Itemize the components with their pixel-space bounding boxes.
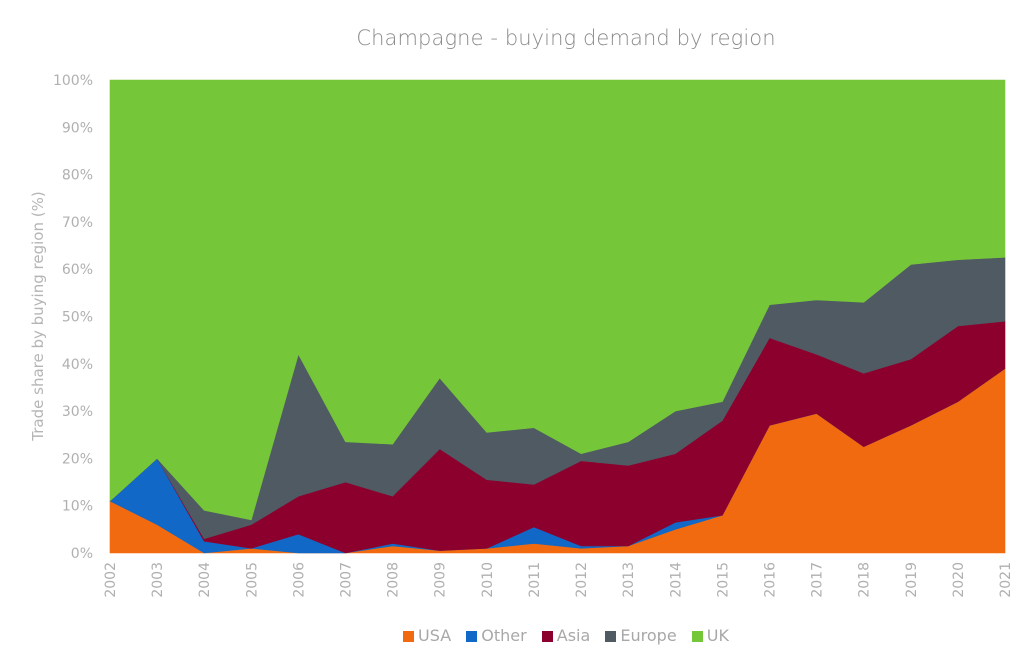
x-tick-label: 2019	[904, 562, 920, 598]
y-tick-label: 70%	[62, 215, 93, 231]
legend-swatch-asia	[541, 631, 553, 642]
legend-item-usa[interactable]: USA	[403, 626, 451, 645]
y-tick-label: 100%	[53, 73, 93, 89]
legend-item-uk[interactable]: UK	[691, 626, 729, 645]
x-tick-label: 2009	[433, 562, 449, 598]
chart-title: Champagne - buying demand by region	[356, 26, 776, 50]
legend-item-asia[interactable]: Asia	[541, 626, 591, 645]
x-tick-label: 2007	[339, 562, 355, 598]
legend-swatch-europe	[605, 631, 617, 642]
y-axis-ticks: 0% 10% 20% 30% 40% 50% 60% 70% 80% 90% 100%	[53, 73, 93, 562]
x-tick-label: 2008	[386, 562, 402, 598]
y-tick-label: 30%	[62, 404, 93, 420]
legend-label: UK	[706, 626, 729, 645]
x-tick-label: 2006	[291, 562, 307, 598]
x-tick-label: 2004	[197, 562, 213, 598]
x-tick-label: 2014	[668, 562, 684, 598]
y-tick-label: 60%	[62, 262, 93, 278]
legend: USA Other Asia Europe UK	[0, 626, 1024, 645]
x-tick-label: 2018	[857, 562, 873, 598]
x-tick-label: 2002	[103, 562, 119, 598]
plot-area	[109, 79, 1006, 554]
x-tick-label: 2005	[244, 562, 260, 598]
legend-label: USA	[418, 626, 452, 645]
x-tick-label: 2021	[998, 562, 1014, 598]
legend-item-other[interactable]: Other	[466, 626, 527, 645]
x-tick-label: 2011	[527, 562, 543, 598]
x-tick-label: 2015	[715, 562, 731, 598]
legend-label: Europe	[620, 626, 677, 645]
x-tick-label: 2017	[810, 562, 826, 598]
x-tick-label: 2003	[150, 562, 166, 598]
y-tick-label: 10%	[62, 499, 93, 515]
y-tick-label: 0%	[71, 546, 93, 562]
x-axis-ticks: 2002 2003 2004 2005 2006 2007 2008 2009 2010 2011…	[103, 562, 1014, 598]
legend-swatch-uk	[691, 631, 703, 642]
x-tick-label: 2020	[951, 562, 967, 598]
y-tick-label: 90%	[62, 120, 93, 136]
x-tick-label: 2016	[762, 562, 778, 598]
x-tick-label: 2010	[480, 562, 496, 598]
legend-label: Other	[481, 626, 527, 645]
y-tick-label: 20%	[62, 451, 93, 467]
area-series-uk	[109, 79, 1006, 521]
legend-label: Asia	[556, 626, 591, 645]
y-tick-label: 50%	[62, 310, 93, 326]
x-tick-label: 2012	[574, 562, 590, 598]
legend-item-europe[interactable]: Europe	[605, 626, 677, 645]
legend-swatch-other	[466, 631, 478, 642]
y-tick-label: 80%	[62, 168, 93, 184]
x-tick-label: 2013	[621, 562, 637, 598]
y-tick-label: 40%	[62, 357, 93, 373]
legend-swatch-usa	[403, 631, 415, 642]
